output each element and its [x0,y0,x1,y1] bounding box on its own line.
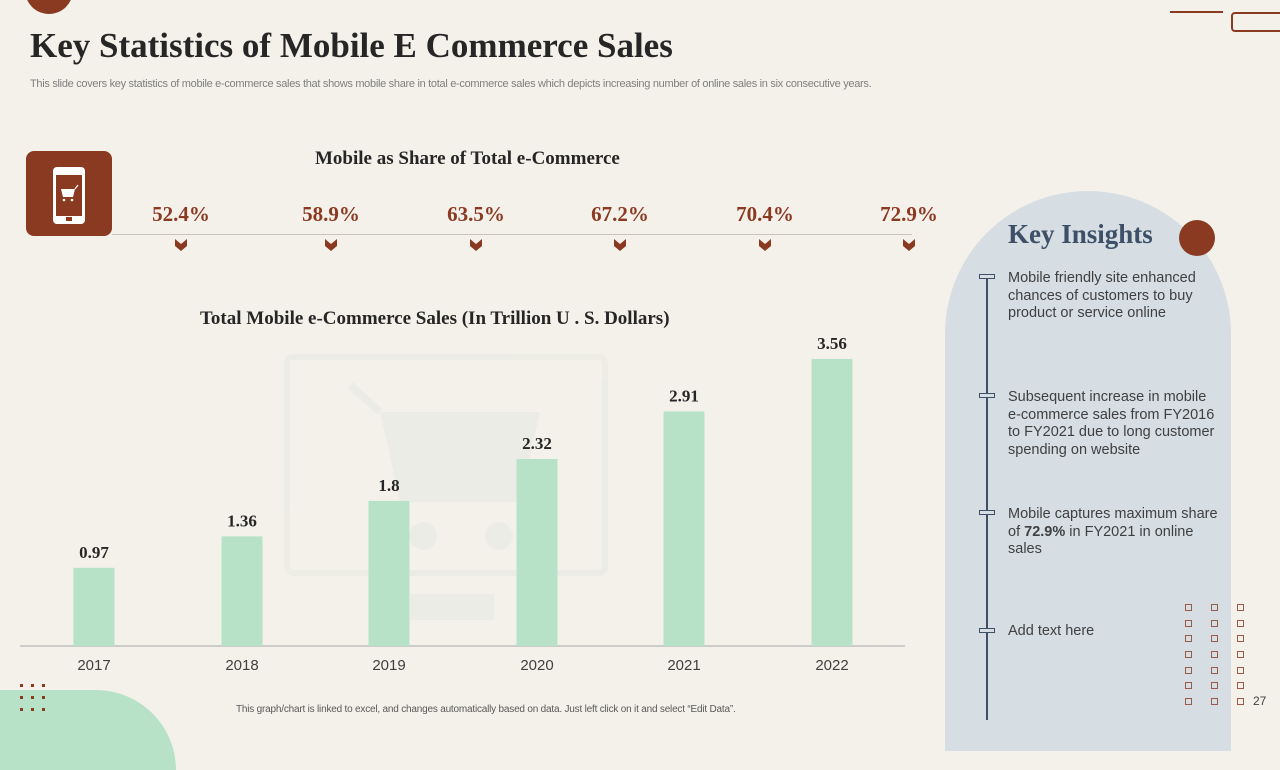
page-number: 27 [1253,694,1267,708]
timeline-marker [979,393,995,398]
insight-item: Mobile friendly site enhanced chances of… [1008,270,1196,321]
key-insights-title: Key Insights [1008,219,1153,249]
chart-title: Total Mobile e-Commerce Sales (In Trilli… [200,308,670,329]
decorative-line [1170,11,1223,13]
timeline-marker [979,274,995,279]
data-label: 0.97 [79,543,109,562]
decorative-circle [1179,220,1215,256]
chevron-down-icon [613,238,627,257]
decorative-dot-grid [20,684,45,711]
chart-footnote: This graph/chart is linked to excel, and… [236,704,736,715]
share-value: 70.4% [736,202,794,226]
x-tick-label: 2018 [225,657,258,674]
chevron-down-icon [758,238,772,257]
insight-item: Subsequent increase in mobile e-commerce… [1008,389,1215,458]
share-value: 63.5% [447,202,505,226]
chevron-down-icon [469,238,483,257]
bar [516,458,558,646]
data-label: 2.91 [669,386,699,405]
chevron-down-icon [324,238,338,257]
share-value: 67.2% [591,202,649,226]
insight-item: Add text here [1008,623,1095,639]
share-value: 58.9% [302,202,360,226]
data-label: 1.8 [378,476,399,495]
decorative-circle [25,0,73,14]
bar-chart: 0.97 2017 1.36 2018 1.8 2019 2.32 2020 2.91 2021 3… [20,334,905,674]
watermark-cart-icon [284,354,608,620]
x-tick-label: 2020 [520,657,553,674]
bar [221,536,263,646]
insight-highlight: 72.9% [1024,523,1066,540]
bar [368,500,410,646]
insight-text: in FY2021 in online sales [1008,523,1194,558]
timeline-marker [979,510,995,515]
share-value: 52.4% [152,202,210,226]
share-divider [112,234,912,235]
insight-item: Mobile captures maximum share of 72.9% i… [1008,506,1218,559]
x-tick-label: 2017 [77,657,110,674]
data-label: 2.32 [522,434,552,453]
chevron-down-icon [174,238,188,257]
decorative-rectangle [1231,12,1280,32]
insight-text: Mobile captures maximum share of [1008,506,1218,540]
share-value: 72.9% [880,202,938,226]
mobile-cart-icon [26,151,112,236]
timeline-line [986,276,988,720]
bar [811,359,853,646]
chevron-down-icon [902,238,916,257]
x-tick-label: 2021 [667,657,700,674]
page-subtitle: This slide covers key statistics of mobi… [30,78,872,90]
x-tick-label: 2019 [372,657,405,674]
page-title: Key Statistics of Mobile E Commerce Sale… [30,26,673,65]
key-insights-panel [945,191,1231,751]
x-tick-label: 2022 [815,657,848,674]
data-label: 1.36 [227,511,257,530]
data-label: 3.56 [817,334,847,353]
decorative-dot-grid [1185,604,1245,706]
bar [73,567,115,646]
share-title: Mobile as Share of Total e-Commerce [315,148,620,169]
timeline-marker [979,628,995,633]
bar [663,411,705,646]
